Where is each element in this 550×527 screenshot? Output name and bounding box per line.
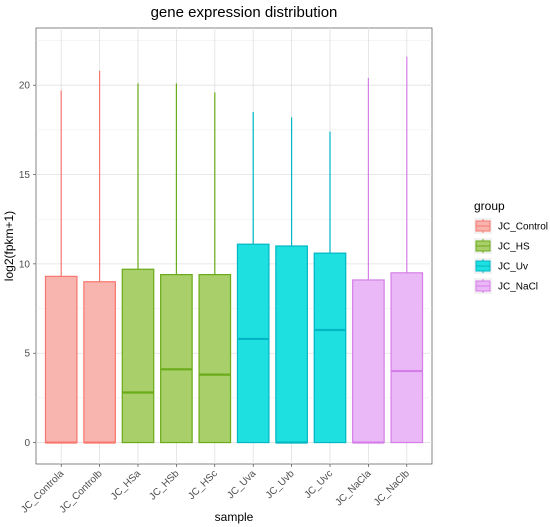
x-tick-label: JC_NaCla — [334, 468, 374, 508]
legend-label: JC_Uv — [498, 262, 528, 273]
boxes — [44, 56, 424, 444]
box-JC_Uvb — [275, 117, 308, 444]
box-JC_HSb — [160, 83, 193, 444]
x-tick-label: JC_HSa — [109, 468, 143, 502]
y-axis: 0 5 10 15 20 — [19, 81, 36, 449]
box-body — [390, 272, 424, 444]
box-body — [313, 252, 347, 444]
x-tick-label: JC_Uvb — [264, 468, 297, 501]
legend-item: JC_Uv — [474, 258, 528, 274]
x-tick-label: JC_NaClb — [372, 468, 412, 508]
legend-item: JC_NaCl — [474, 278, 538, 294]
x-tick-label: JC_Uvc — [303, 468, 336, 501]
x-tick-label: JC_HSb — [147, 468, 181, 502]
box-body — [44, 275, 78, 444]
x-tick-label: JC_HSc — [186, 468, 220, 502]
y-tick-label: 10 — [19, 259, 31, 270]
box-JC_HSa — [121, 83, 155, 444]
legend: group JC_Control JC_HS JC_Uv JC_NaCl — [474, 199, 548, 294]
legend-title: group — [474, 199, 505, 213]
box-body — [236, 243, 270, 444]
legend-item: JC_HS — [474, 238, 530, 254]
legend-label: JC_Control — [498, 222, 548, 233]
box-JC_HSc — [198, 92, 232, 444]
chart-title: gene expression distribution — [151, 4, 338, 21]
legend-label: JC_NaCl — [498, 282, 538, 293]
x-tick-label: JC_Uva — [225, 468, 258, 501]
y-tick-label: 0 — [24, 438, 30, 449]
y-tick-label: 20 — [19, 81, 31, 92]
y-axis-title: log2(fpkm+1) — [2, 211, 16, 281]
box-body — [275, 245, 308, 444]
box-JC_NaCla — [352, 78, 385, 444]
box-body — [83, 281, 116, 444]
y-tick-label: 5 — [24, 349, 30, 360]
box-JC_NaClb — [390, 56, 424, 444]
box-body — [198, 273, 232, 444]
legend-label: JC_HS — [498, 242, 530, 253]
box-body — [121, 268, 155, 444]
legend-item: JC_Control — [474, 218, 548, 234]
box-JC_Uva — [236, 111, 270, 444]
box-JC_Uvc — [313, 131, 347, 444]
box-body — [160, 273, 193, 444]
box-body — [352, 279, 385, 444]
box-JC_Controlb — [83, 70, 116, 444]
box-JC_Controla — [44, 90, 78, 444]
x-axis-title: sample — [215, 510, 254, 524]
y-tick-label: 15 — [19, 170, 31, 181]
